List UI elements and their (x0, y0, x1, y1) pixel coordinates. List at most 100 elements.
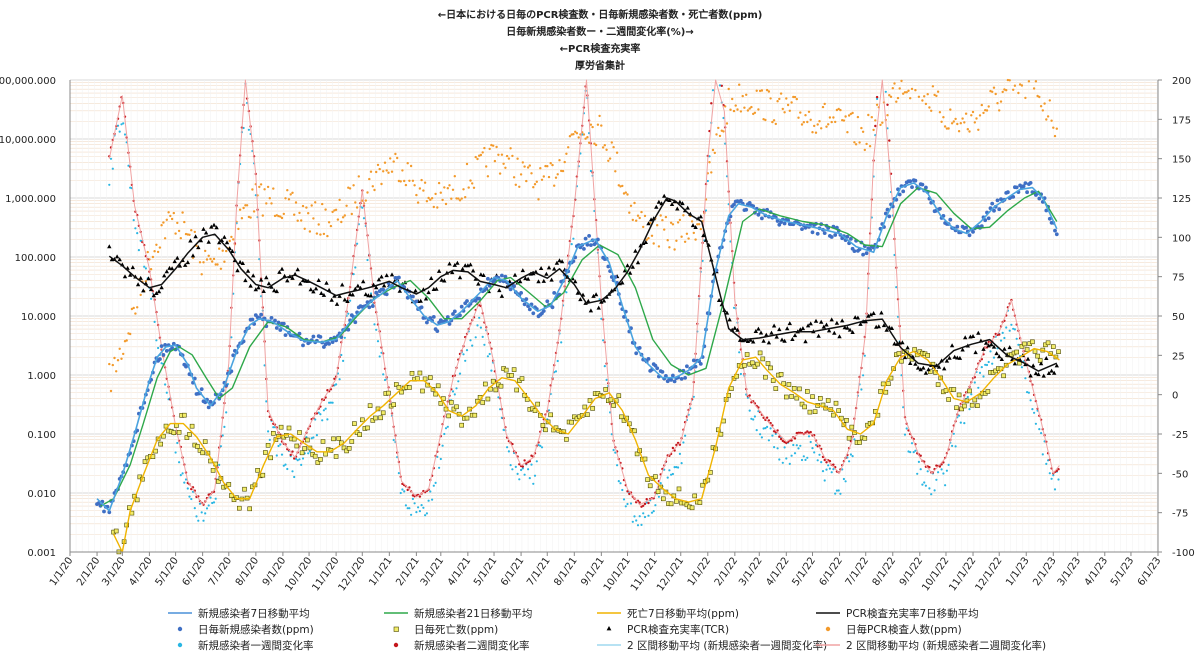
tcr-point (847, 327, 853, 332)
pcr-test-point (486, 175, 490, 178)
pcr-test-point (368, 177, 371, 181)
daily-infection-point (500, 273, 504, 278)
weekly-change-point (842, 477, 846, 481)
pcr-test-point (389, 157, 392, 160)
pcr-test-point (692, 231, 695, 235)
weekly-change-point (444, 427, 448, 430)
pcr-test-point (544, 164, 547, 168)
x-tick-label: 5/1/20 (154, 555, 181, 588)
legend-label: 新規感染者二週間変化率 (414, 639, 530, 652)
weekly-change-point (179, 474, 182, 477)
weekly-change-point (160, 362, 163, 365)
daily-death-point (817, 395, 823, 401)
tcr-point (764, 332, 769, 337)
pcr-test-point (202, 261, 205, 264)
tcr-point (667, 198, 672, 202)
pcr-test-point (259, 183, 263, 186)
pcr-test-point (617, 184, 620, 187)
pcr-test-point (813, 124, 816, 128)
tcr-point (643, 240, 648, 244)
legend-label: 新規感染者21日移動平均 (414, 607, 532, 620)
weekly-change-point (933, 489, 936, 492)
daily-death-point (427, 375, 433, 380)
pcr-test-point (420, 178, 423, 182)
daily-infection-point (1053, 228, 1057, 233)
weekly-change-point (197, 519, 200, 522)
weekly-change-point (205, 507, 209, 510)
weekly-change-point (1015, 337, 1018, 340)
pcr-test-point (834, 120, 837, 124)
daily-infection-point (425, 320, 429, 325)
infections-7day-average-line (96, 182, 1058, 512)
tcr-point (188, 238, 193, 243)
weekly-change-point (930, 493, 933, 496)
daily-infection-point (908, 179, 913, 184)
daily-infection-point (664, 374, 668, 378)
pcr-test-point (711, 148, 715, 152)
weekly-change-point (308, 450, 311, 453)
legend-item: 死亡7日移動平均(ppm) (597, 607, 739, 620)
weekly-change-point (818, 453, 821, 456)
daily-death-point (886, 381, 891, 387)
daily-death-point (1051, 344, 1056, 349)
daily-infection-point (550, 305, 555, 310)
pcr-test-point (303, 227, 306, 230)
right-tick-label: 125 (1172, 194, 1191, 205)
pcr-test-point (252, 210, 256, 213)
daily-infection-point (522, 302, 527, 307)
pcr-test-point (710, 171, 713, 174)
biweekly-change-point (291, 450, 294, 453)
tcr-point (559, 259, 565, 264)
daily-infection-point (1023, 181, 1028, 186)
tcr-point (1036, 372, 1041, 377)
weekly-change-point (415, 510, 418, 514)
pcr-test-point (315, 232, 319, 235)
daily-death-point (420, 388, 425, 394)
tcr-point (840, 318, 845, 323)
x-tick-label: 7/1/20 (207, 555, 234, 588)
tcr-point (277, 269, 282, 274)
x-tick-label: 1/1/22 (686, 555, 713, 588)
pcr-test-point (888, 94, 891, 97)
legend-item: 新規感染者7日移動平均 (168, 607, 310, 620)
tcr-point (803, 339, 808, 344)
tcr-point (363, 292, 368, 297)
pcr-test-point (755, 89, 758, 93)
tcr-point (269, 284, 274, 289)
daily-death-point (977, 394, 983, 400)
legend-item: PCR検査充実率7日移動平均 (816, 607, 979, 620)
daily-death-point (791, 385, 797, 391)
weekly-change-point (375, 328, 378, 331)
biweekly-change-point (793, 437, 797, 440)
pcr-test-point (664, 215, 668, 219)
pcr-test-point (851, 111, 854, 115)
weekly-change-point (910, 442, 914, 445)
weekly-change-point (518, 478, 521, 481)
pcr-test-point (645, 238, 648, 241)
weekly-change-point (912, 451, 915, 454)
pcr-test-point (136, 306, 139, 309)
pcr-test-point (1006, 78, 1010, 82)
tcr-point (525, 276, 531, 281)
pcr-test-point (221, 249, 224, 252)
weekly-change-point (722, 116, 725, 120)
pcr-test-point (237, 227, 240, 231)
biweekly-change-point (333, 377, 336, 380)
pcr-test-point (492, 144, 495, 147)
pcr-test-point (790, 101, 793, 104)
pcr-test-point (823, 102, 826, 106)
weekly-change-point (528, 477, 531, 480)
biweekly-change-point (790, 439, 793, 442)
daily-infection-point (979, 224, 984, 229)
tcr-point (756, 326, 761, 331)
weekly-change-point (991, 362, 994, 365)
pcr-test-point (514, 183, 517, 186)
pcr-test-point (547, 175, 551, 179)
daily-death-point (386, 390, 391, 396)
pcr-test-point (238, 208, 242, 211)
daily-infection-point (760, 216, 764, 221)
pcr-test-point (863, 148, 866, 152)
pcr-test-point (715, 133, 718, 136)
pcr-test-point (232, 238, 235, 241)
weekly-change-point (640, 523, 643, 527)
